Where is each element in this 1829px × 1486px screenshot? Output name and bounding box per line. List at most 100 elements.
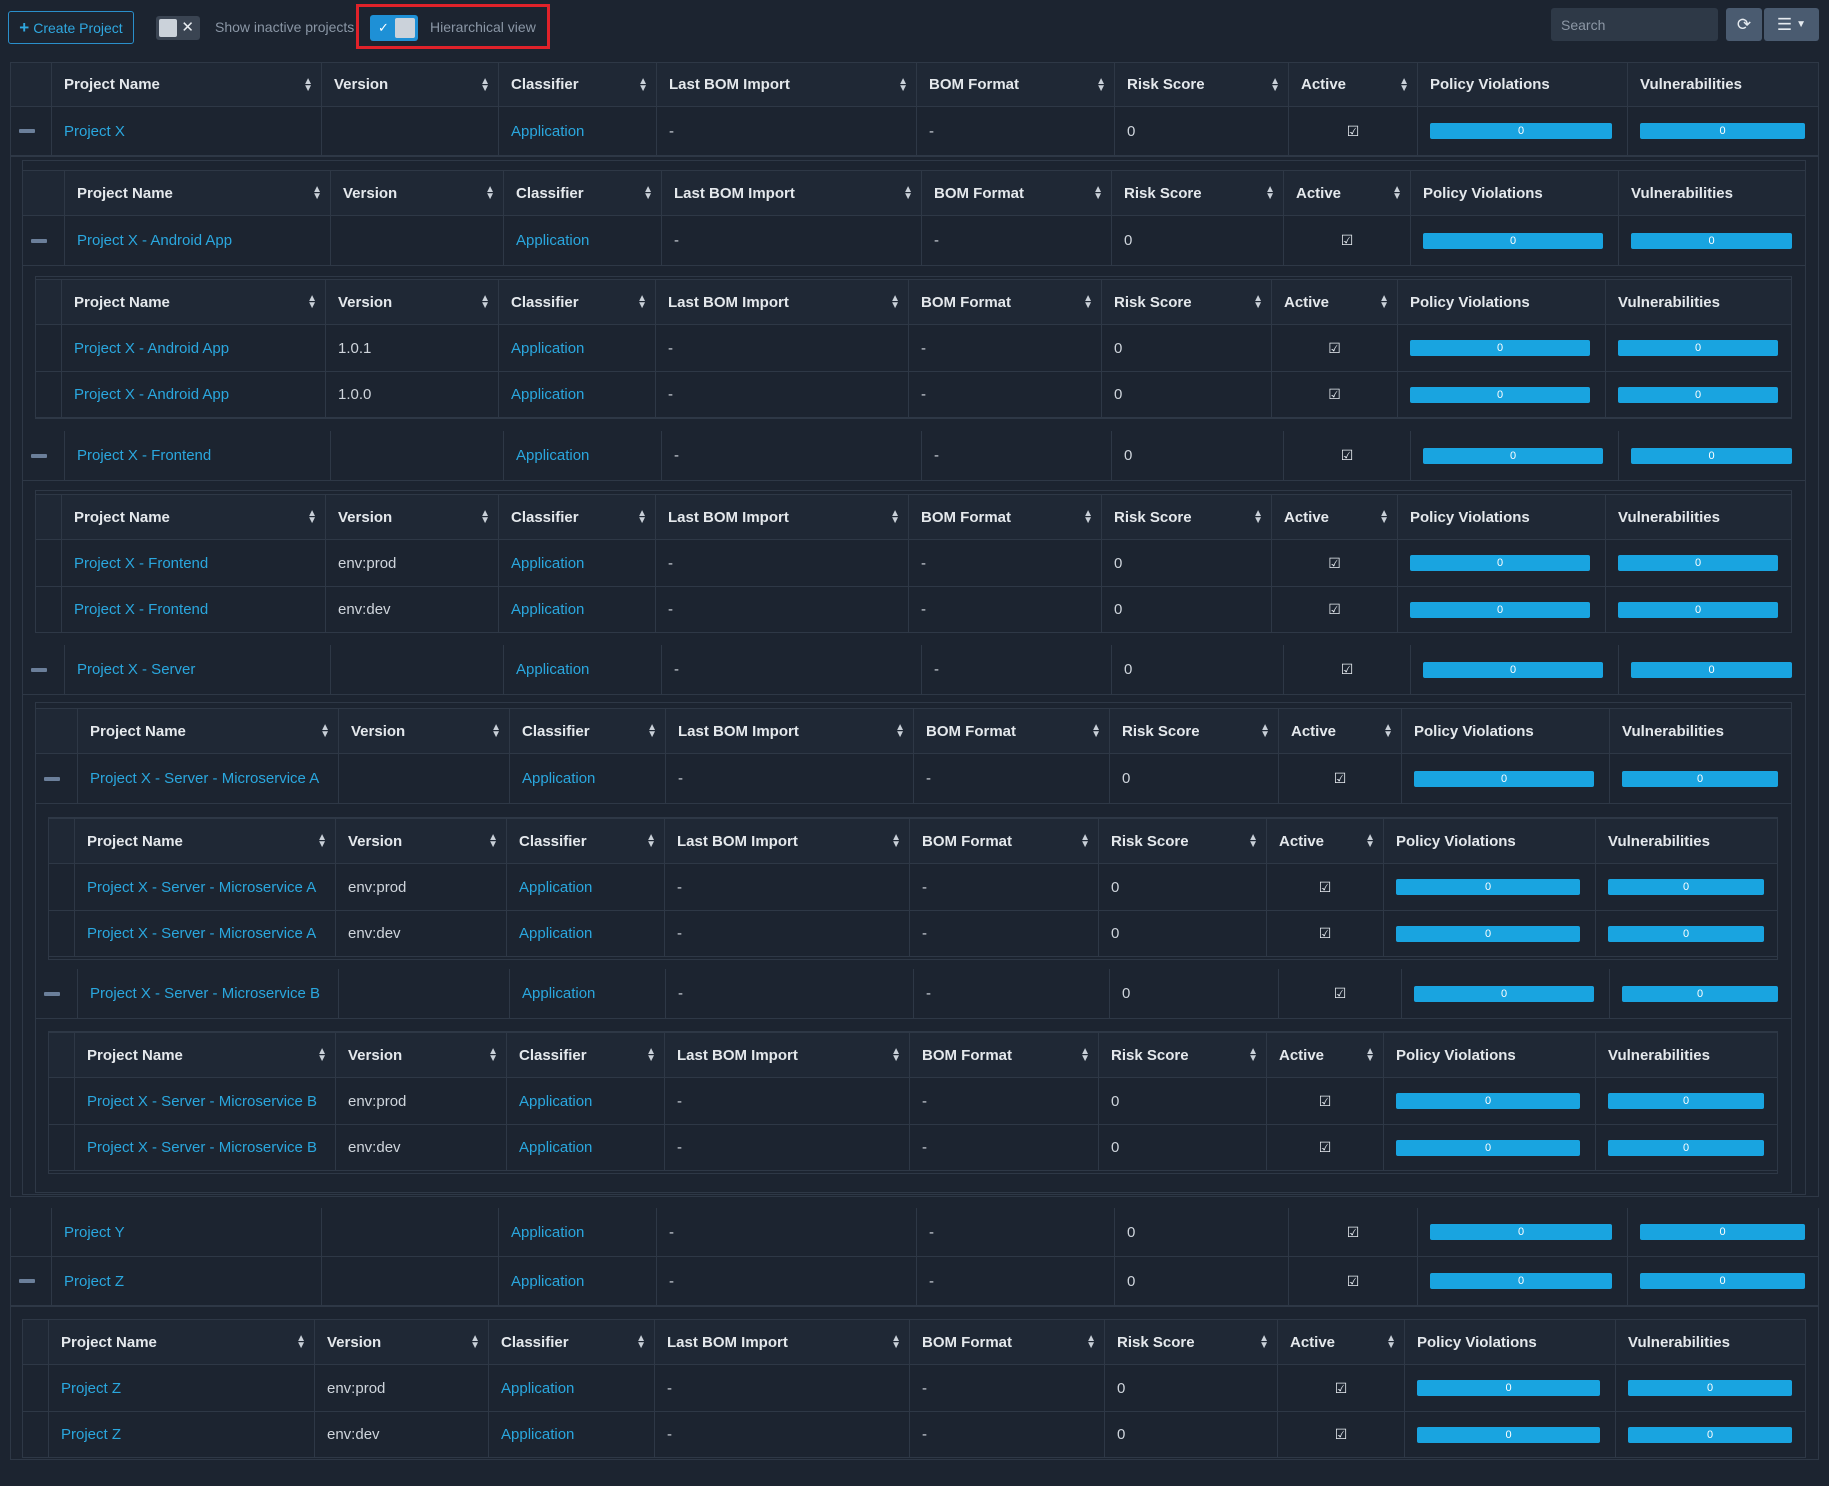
project-name-link[interactable]: Project X - Server - Microservice A	[87, 925, 317, 942]
classifier-link[interactable]: Application	[519, 1139, 593, 1156]
project-name-link[interactable]: Project X - Server	[77, 661, 196, 678]
column-header-vulnerabilities[interactable]: Vulnerabilities	[1605, 495, 1793, 539]
sort-icon[interactable]: ▲ ▼	[1253, 293, 1263, 311]
sort-icon[interactable]: ▲ ▼	[480, 75, 490, 94]
sort-icon[interactable]: ▲ ▼	[1365, 1046, 1375, 1064]
column-header-active[interactable]: Active ▲ ▼	[1266, 1033, 1383, 1077]
classifier-link[interactable]: Application	[519, 925, 593, 942]
cell-name[interactable]: Project X - Server - Microservice B	[74, 1078, 335, 1124]
cell-name[interactable]: Project Y	[51, 1208, 321, 1256]
sort-icon[interactable]: ▲ ▼	[637, 508, 647, 526]
column-header-policy-violations[interactable]: Policy Violations	[1401, 709, 1609, 753]
column-header-risk-score[interactable]: Risk Score ▲ ▼	[1101, 495, 1271, 539]
column-header-policy-violations[interactable]: Policy Violations	[1397, 280, 1605, 324]
project-name-link[interactable]: Project Y	[64, 1223, 125, 1241]
column-header-classifier[interactable]: Classifier ▲ ▼	[488, 1320, 654, 1364]
column-header-active[interactable]: Active ▲ ▼	[1283, 171, 1410, 215]
sort-icon[interactable]: ▲ ▼	[1365, 832, 1375, 850]
column-header-policy-violations[interactable]: Policy Violations	[1397, 495, 1605, 539]
column-header-version[interactable]: Version ▲ ▼	[325, 495, 498, 539]
project-name-link[interactable]: Project Z	[64, 1272, 125, 1290]
cell-name[interactable]: Project X - Android App	[61, 325, 325, 371]
expand-cell[interactable]	[23, 645, 64, 694]
project-name-link[interactable]: Project Z	[61, 1426, 122, 1443]
column-header-policy-violations[interactable]: Policy Violations	[1383, 819, 1595, 863]
sort-icon[interactable]: ▲ ▼	[890, 293, 900, 311]
column-header-vulnerabilities[interactable]: Vulnerabilities	[1627, 63, 1820, 106]
column-header-bom-format[interactable]: BOM Format ▲ ▼	[921, 171, 1111, 215]
collapse-minus-icon[interactable]	[19, 129, 35, 133]
column-header-name[interactable]: Project Name ▲ ▼	[61, 495, 325, 539]
sort-icon[interactable]: ▲ ▼	[895, 722, 905, 740]
classifier-link[interactable]: Application	[511, 1223, 585, 1241]
column-header-vulnerabilities[interactable]: Vulnerabilities	[1609, 709, 1793, 753]
column-header-name[interactable]: Project Name ▲ ▼	[61, 280, 325, 324]
sort-icon[interactable]: ▲ ▼	[317, 1046, 327, 1064]
cell-name[interactable]: Project X - Server - Microservice A	[74, 864, 335, 910]
cell-classifier[interactable]: Application	[498, 325, 655, 371]
column-header-bom-format[interactable]: BOM Format ▲ ▼	[909, 1320, 1104, 1364]
column-header-version[interactable]: Version ▲ ▼	[335, 819, 506, 863]
cell-name[interactable]: Project X - Server - Microservice B	[74, 1125, 335, 1170]
classifier-link[interactable]: Application	[516, 447, 590, 464]
sort-icon[interactable]: ▲ ▼	[898, 75, 908, 94]
show-inactive-toggle[interactable]: ✕	[156, 16, 200, 40]
sort-icon[interactable]: ▲ ▼	[638, 75, 648, 94]
column-header-last-bom-import[interactable]: Last BOM Import ▲ ▼	[656, 63, 916, 106]
project-name-link[interactable]: Project X - Android App	[77, 232, 233, 249]
column-header-name[interactable]: Project Name ▲ ▼	[51, 63, 321, 106]
sort-icon[interactable]: ▲ ▼	[296, 1333, 306, 1351]
sort-icon[interactable]: ▲ ▼	[488, 1046, 498, 1064]
expand-cell[interactable]	[11, 107, 51, 155]
sort-icon[interactable]: ▲ ▼	[312, 184, 322, 202]
table-row[interactable]: Project X - Frontend env:prod Application -…	[35, 540, 1792, 587]
table-row[interactable]: Project X - Android App 1.0.0 Application -…	[35, 372, 1792, 418]
project-name-link[interactable]: Project X - Server - Microservice A	[87, 878, 317, 896]
column-header-risk-score[interactable]: Risk Score ▲ ▼	[1111, 171, 1283, 215]
project-name-link[interactable]: Project X - Frontend	[74, 601, 209, 618]
project-name-link[interactable]: Project X - Server - Microservice A	[90, 770, 320, 787]
sort-icon[interactable]: ▲ ▼	[1093, 184, 1103, 202]
column-header-classifier[interactable]: Classifier ▲ ▼	[506, 819, 664, 863]
column-header-name[interactable]: Project Name ▲ ▼	[74, 1033, 335, 1077]
column-header-last-bom-import[interactable]: Last BOM Import ▲ ▼	[661, 171, 921, 215]
column-header-risk-score[interactable]: Risk Score ▲ ▼	[1114, 63, 1288, 106]
column-header-active[interactable]: Active ▲ ▼	[1271, 280, 1397, 324]
column-header-policy-violations[interactable]: Policy Violations	[1383, 1033, 1595, 1077]
column-header-bom-format[interactable]: BOM Format ▲ ▼	[908, 495, 1101, 539]
column-header-bom-format[interactable]: BOM Format ▲ ▼	[916, 63, 1114, 106]
column-header-active[interactable]: Active ▲ ▼	[1288, 63, 1417, 106]
cell-classifier[interactable]: Application	[498, 1257, 656, 1305]
column-header-version[interactable]: Version ▲ ▼	[330, 171, 503, 215]
sort-icon[interactable]: ▲ ▼	[643, 184, 653, 202]
column-header-last-bom-import[interactable]: Last BOM Import ▲ ▼	[664, 819, 909, 863]
column-header-last-bom-import[interactable]: Last BOM Import ▲ ▼	[655, 280, 908, 324]
classifier-link[interactable]: Application	[522, 770, 596, 787]
cell-classifier[interactable]: Application	[506, 864, 664, 910]
column-header-classifier[interactable]: Classifier ▲ ▼	[498, 495, 655, 539]
sort-icon[interactable]: ▲ ▼	[647, 722, 657, 740]
cell-classifier[interactable]: Application	[498, 587, 655, 632]
column-header-active[interactable]: Active ▲ ▼	[1278, 709, 1401, 753]
cell-name[interactable]: Project X - Android App	[61, 372, 325, 417]
column-header-version[interactable]: Version ▲ ▼	[325, 280, 498, 324]
cell-name[interactable]: Project X - Server - Microservice B	[77, 969, 338, 1018]
cell-classifier[interactable]: Application	[498, 1208, 656, 1256]
cell-classifier[interactable]: Application	[488, 1412, 654, 1457]
sort-icon[interactable]: ▲ ▼	[307, 508, 317, 526]
cell-name[interactable]: Project X - Server	[64, 645, 330, 694]
column-header-classifier[interactable]: Classifier ▲ ▼	[498, 280, 655, 324]
table-row[interactable]: Project X - Android App Application - - 0 ☑ 0 0	[22, 216, 1806, 266]
column-header-version[interactable]: Version ▲ ▼	[335, 1033, 506, 1077]
column-header-vulnerabilities[interactable]: Vulnerabilities	[1605, 280, 1793, 324]
classifier-link[interactable]: Application	[501, 1426, 575, 1443]
expand-cell[interactable]	[23, 431, 64, 480]
column-header-last-bom-import[interactable]: Last BOM Import ▲ ▼	[654, 1320, 909, 1364]
sort-icon[interactable]: ▲ ▼	[1383, 722, 1393, 740]
project-name-link[interactable]: Project X - Android App	[74, 339, 230, 357]
table-row[interactable]: Project X - Server - Microservice A env:d…	[48, 911, 1778, 957]
column-header-name[interactable]: Project Name ▲ ▼	[74, 819, 335, 863]
cell-classifier[interactable]: Application	[509, 969, 665, 1018]
column-header-last-bom-import[interactable]: Last BOM Import ▲ ▼	[665, 709, 913, 753]
column-header-bom-format[interactable]: BOM Format ▲ ▼	[908, 280, 1101, 324]
